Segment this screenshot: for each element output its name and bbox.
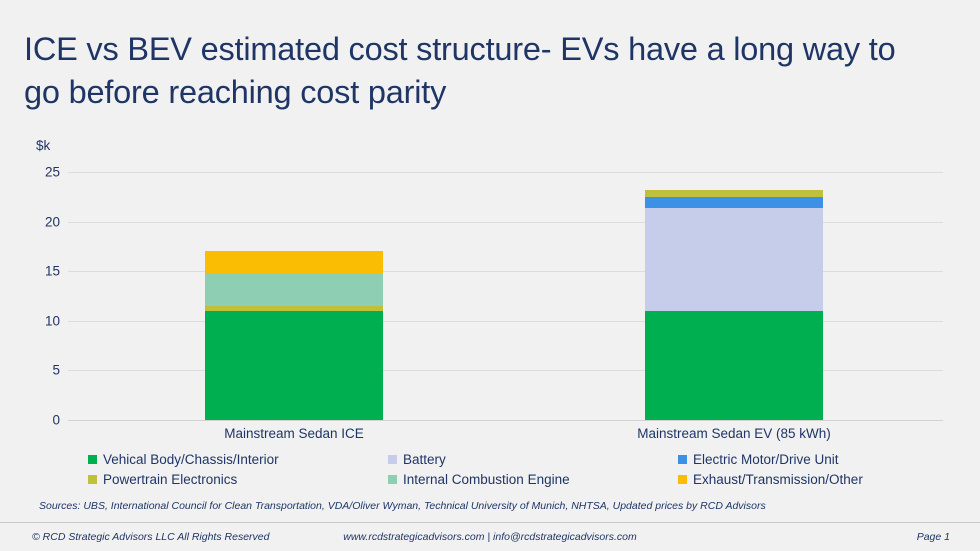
segment-exhaust-transmission-other-ice[interactable] — [205, 251, 383, 275]
segment-powertrain-electronics-ev[interactable] — [645, 189, 823, 197]
y-tick-15: 15 — [44, 263, 60, 279]
legend-label-exhaust-transmission-other: Exhaust/Transmission/Other — [693, 471, 863, 487]
legend-item-internal-combustion-engine[interactable]: Internal Combustion Engine — [388, 469, 678, 489]
y-tick-25: 25 — [44, 164, 60, 180]
legend-label-electric-motor: Electric Motor/Drive Unit — [693, 451, 839, 467]
segment-vehicle-body-ev[interactable] — [645, 310, 823, 420]
legend-item-electric-motor[interactable]: Electric Motor/Drive Unit — [678, 449, 918, 469]
gridline-10 — [68, 320, 943, 322]
legend-label-powertrain-electronics: Powertrain Electronics — [103, 471, 238, 487]
y-tick-0: 0 — [52, 412, 60, 428]
bar-mainstream-sedan-ice[interactable] — [205, 251, 383, 420]
y-tick-10: 10 — [44, 313, 60, 329]
segment-powertrain-electronics-ice[interactable] — [205, 305, 383, 311]
legend-swatch-icon-internal-combustion-engine — [388, 474, 397, 484]
legend-swatch-icon-vehicle-body — [88, 454, 97, 464]
segment-battery-ev[interactable] — [645, 207, 823, 311]
legend-item-vehicle-body[interactable]: Vehical Body/Chassis/Interior — [88, 449, 388, 469]
gridline-15 — [68, 271, 943, 273]
footer-copyright: © RCD Strategic Advisors LLC All Rights … — [32, 531, 270, 543]
legend-label-battery: Battery — [403, 451, 446, 467]
y-axis-tick-labels: 25 20 15 10 5 0 — [16, 165, 60, 428]
bar-mainstream-sedan-ev[interactable] — [645, 189, 823, 420]
category-label-ice: Mainstream Sedan ICE — [224, 426, 364, 441]
page-title: ICE vs BEV estimated cost structure- EVs… — [24, 31, 896, 111]
plot-area — [68, 172, 943, 421]
legend-swatch-icon-electric-motor — [678, 454, 687, 464]
gridline-25 — [68, 172, 943, 173]
y-tick-20: 20 — [44, 214, 60, 230]
legend-item-battery[interactable]: Battery — [388, 449, 678, 469]
sources-note: Sources: UBS, International Council for … — [39, 500, 766, 512]
gridline-0-baseline — [68, 420, 943, 421]
legend-swatch-icon-exhaust-transmission-other — [678, 474, 687, 484]
slide-footer: © RCD Strategic Advisors LLC All Rights … — [0, 522, 980, 551]
gridline-20 — [68, 221, 943, 223]
legend-label-vehicle-body: Vehical Body/Chassis/Interior — [103, 451, 279, 467]
category-label-ev: Mainstream Sedan EV (85 kWh) — [637, 426, 831, 441]
x-axis-category-labels: Mainstream Sedan ICE Mainstream Sedan EV… — [68, 426, 943, 448]
footer-contact: www.rcdstrategicadvisors.com | info@rcds… — [343, 531, 637, 543]
chart-container: $k 25 20 15 10 5 0 Mainstream Sedan — [0, 130, 980, 441]
legend-item-powertrain-electronics[interactable]: Powertrain Electronics — [88, 469, 388, 489]
segment-internal-combustion-engine-ice[interactable] — [205, 274, 383, 306]
legend-swatch-icon-powertrain-electronics — [88, 474, 97, 484]
footer-page-number: Page 1 — [916, 531, 950, 543]
chart-legend: Vehical Body/Chassis/Interior Battery El… — [88, 449, 918, 489]
legend-item-exhaust-transmission-other[interactable]: Exhaust/Transmission/Other — [678, 469, 918, 489]
segment-vehicle-body-ice[interactable] — [205, 310, 383, 420]
y-tick-5: 5 — [52, 362, 60, 378]
gridline-5 — [68, 370, 943, 372]
y-axis-unit-label: $k — [36, 138, 51, 153]
legend-swatch-icon-battery — [388, 454, 397, 464]
legend-label-internal-combustion-engine: Internal Combustion Engine — [403, 471, 570, 487]
segment-electric-motor-drive-unit-ev[interactable] — [645, 196, 823, 208]
